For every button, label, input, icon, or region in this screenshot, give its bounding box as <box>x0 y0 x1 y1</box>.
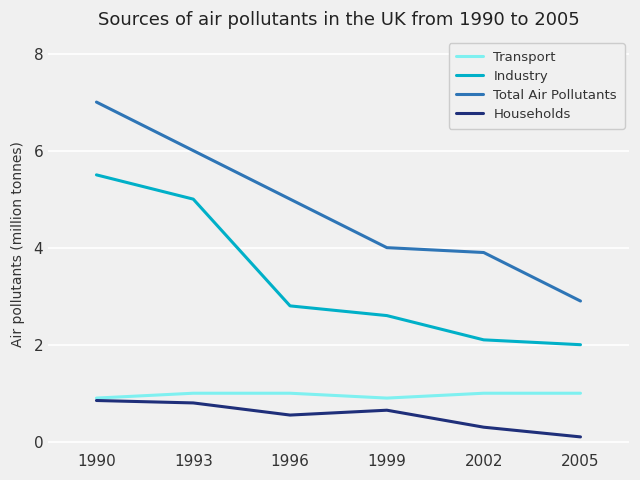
Total Air Pollutants <box>93 99 100 105</box>
Line: Households: Households <box>97 400 580 437</box>
Industry <box>480 337 488 343</box>
Line: Total Air Pollutants: Total Air Pollutants <box>97 102 580 301</box>
Transport <box>286 390 294 396</box>
Households <box>93 397 100 403</box>
Transport <box>93 395 100 401</box>
Total Air Pollutants <box>286 196 294 202</box>
Line: Transport: Transport <box>97 393 580 398</box>
Transport <box>383 395 390 401</box>
Transport <box>189 390 197 396</box>
Households <box>577 434 584 440</box>
Industry <box>189 196 197 202</box>
Title: Sources of air pollutants in the UK from 1990 to 2005: Sources of air pollutants in the UK from… <box>97 11 579 29</box>
Transport <box>480 390 488 396</box>
Total Air Pollutants <box>480 250 488 255</box>
Industry <box>286 303 294 309</box>
Transport <box>577 390 584 396</box>
Total Air Pollutants <box>189 148 197 154</box>
Line: Industry: Industry <box>97 175 580 345</box>
Households <box>286 412 294 418</box>
Y-axis label: Air pollutants (million tonnes): Air pollutants (million tonnes) <box>11 141 25 347</box>
Households <box>480 424 488 430</box>
Total Air Pollutants <box>383 245 390 251</box>
Industry <box>577 342 584 348</box>
Industry <box>93 172 100 178</box>
Households <box>189 400 197 406</box>
Total Air Pollutants <box>577 298 584 304</box>
Households <box>383 408 390 413</box>
Legend: Transport, Industry, Total Air Pollutants, Households: Transport, Industry, Total Air Pollutant… <box>449 43 625 129</box>
Industry <box>383 312 390 318</box>
